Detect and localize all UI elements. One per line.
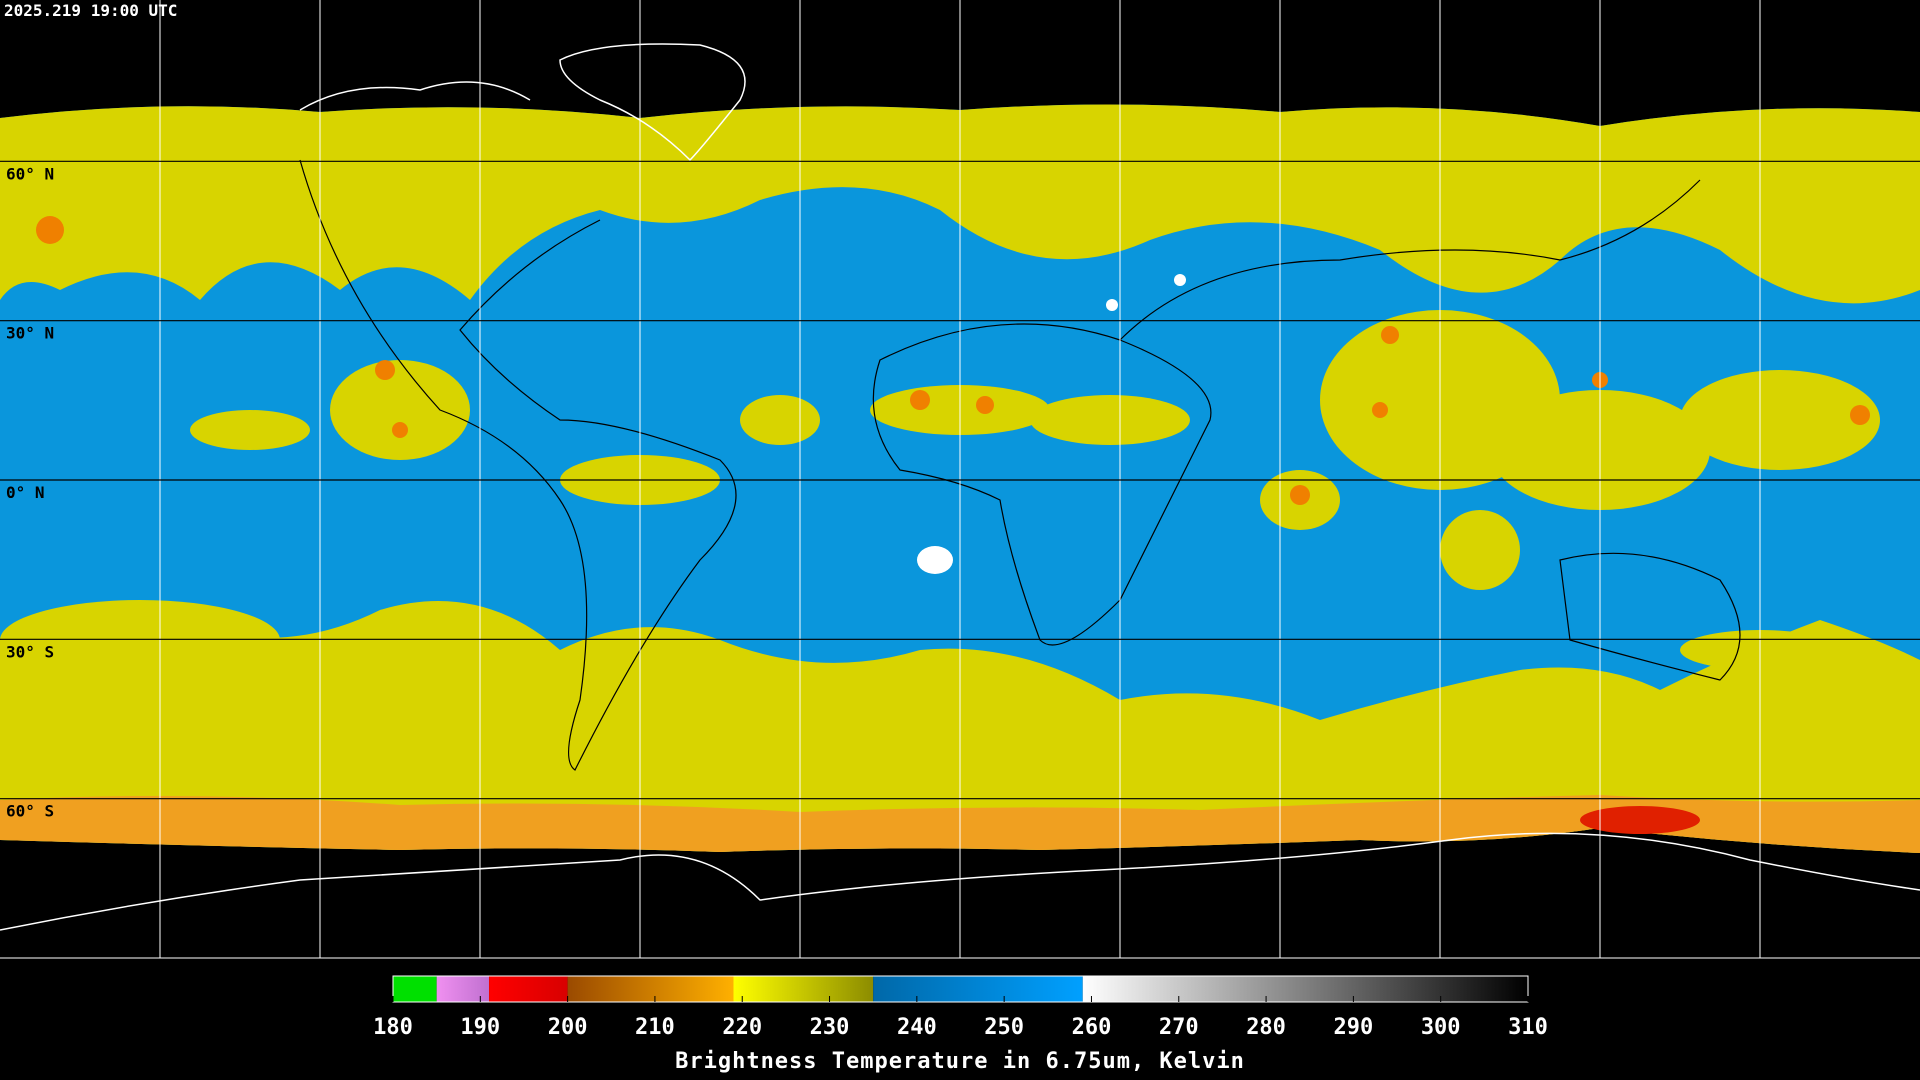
- colorbar-tick-label: 180: [373, 1015, 413, 1040]
- colorbar-segment: [873, 976, 1083, 1002]
- graticule: 60° N 30° N 0° N 30° S 60° S: [0, 0, 1920, 959]
- colorbar-tick-label: 210: [635, 1015, 675, 1040]
- colorbar-segment: [733, 976, 874, 1002]
- colorbar-segment: [436, 976, 490, 1002]
- coastline-arctic: [299, 81, 531, 111]
- colorbar-frame: [392, 975, 1529, 1003]
- latitude-label: 30° S: [6, 642, 54, 661]
- colorbar-tick-label: 270: [1159, 1015, 1199, 1040]
- colorbar-tick-label: 290: [1334, 1015, 1374, 1040]
- imagery-convective-cores: [36, 216, 1870, 505]
- colorbar-tick-label: 190: [460, 1015, 500, 1040]
- continent-outlines: [299, 159, 1741, 771]
- colorbar-tick-label: 300: [1421, 1015, 1461, 1040]
- colorbar-tick-label: 310: [1508, 1015, 1548, 1040]
- coastline-greenland: [559, 43, 746, 162]
- latitude-label: 60° S: [6, 802, 54, 821]
- imagery-cold-spot: [1580, 806, 1700, 834]
- colorbar-label: Brightness Temperature in 6.75um, Kelvin: [675, 1049, 1245, 1074]
- imagery-warm-spots: [917, 274, 1186, 574]
- latitude-label: 0° N: [6, 483, 45, 502]
- colorbar-segment: [1082, 976, 1528, 1002]
- colorbar: 180 190 200 210 220 230 240 250 260 270 280 290 300 3…: [373, 975, 1548, 1040]
- colorbar-segment: [567, 976, 734, 1002]
- colorbar-segment: [393, 976, 437, 1002]
- latitude-label: 30° N: [6, 324, 54, 343]
- colorbar-tick-label: 260: [1072, 1015, 1112, 1040]
- outline-americas: [299, 159, 737, 771]
- timestamp: 2025.219 19:00 UTC: [4, 1, 177, 20]
- colorbar-tick-label: 220: [722, 1015, 762, 1040]
- colorbar-tick-label: 240: [897, 1015, 937, 1040]
- colorbar-tick-label: 280: [1246, 1015, 1286, 1040]
- colorbar-tick-label: 200: [548, 1015, 588, 1040]
- colorbar-tick-label: 250: [984, 1015, 1024, 1040]
- colorbar-segment: [489, 976, 568, 1002]
- colorbar-tick-label: 230: [810, 1015, 850, 1040]
- latitude-label: 60° N: [6, 164, 54, 183]
